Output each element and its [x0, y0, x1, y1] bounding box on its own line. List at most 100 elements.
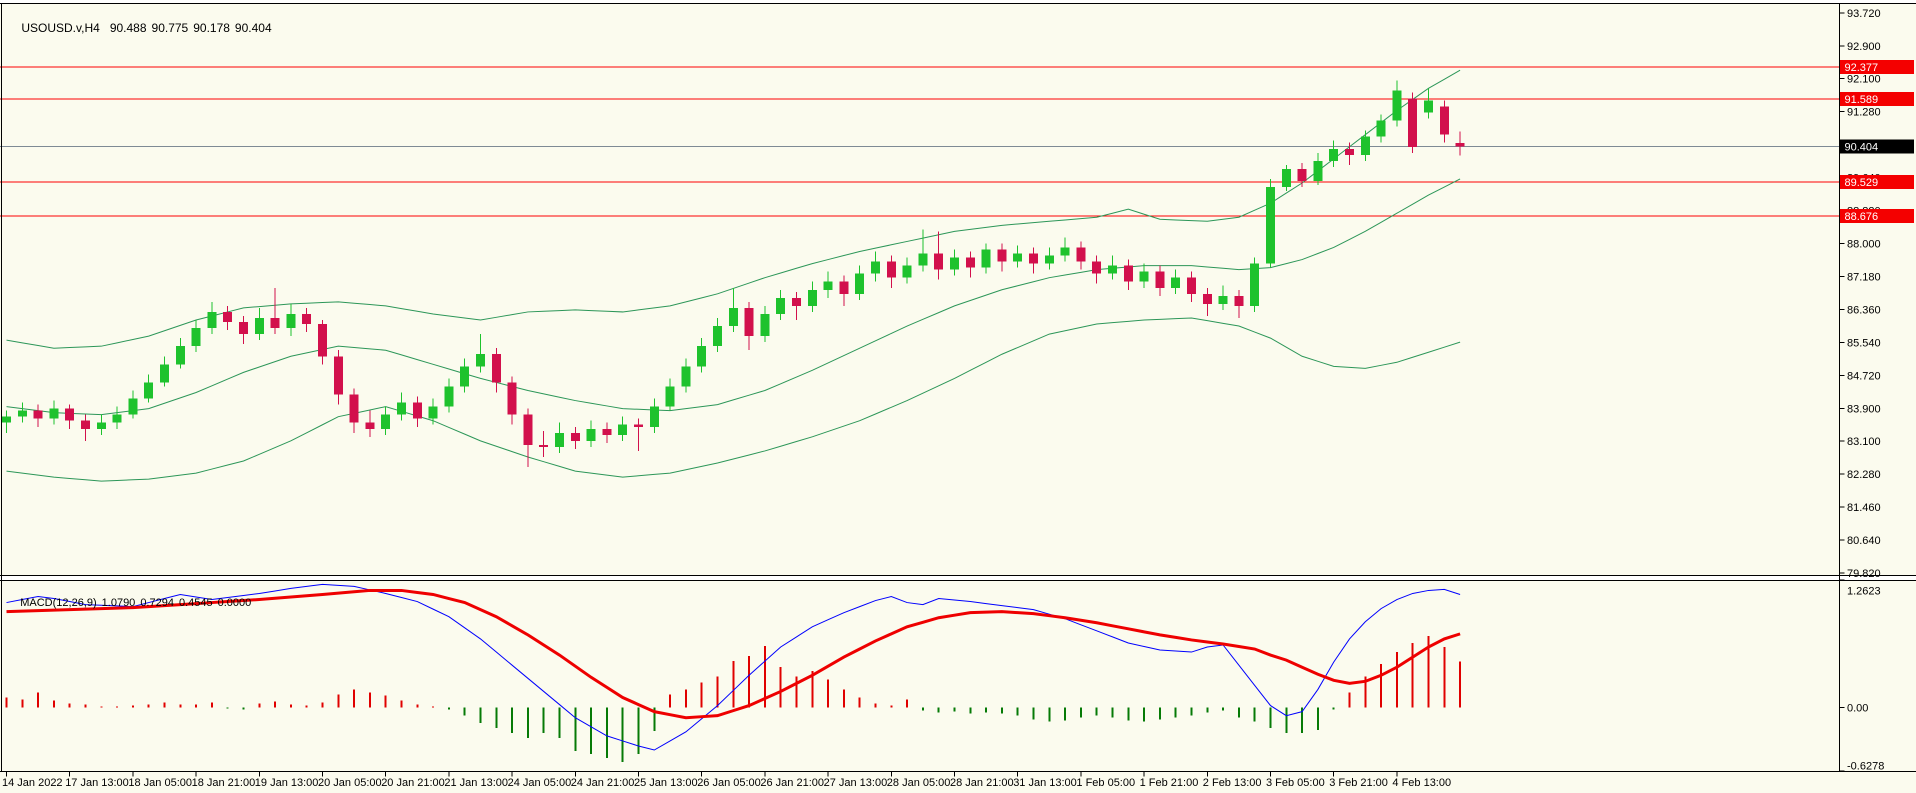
- time-axis-label: 24 Jan 21:00: [571, 777, 635, 789]
- candle-body: [254, 317, 264, 335]
- chart-title: USOUSD.v,H4 90.488 90.775 90.178 90.404: [8, 7, 277, 49]
- candle-body: [1044, 255, 1054, 264]
- price-axis-label: 92.100: [1847, 73, 1881, 85]
- price-axis-label: 86.360: [1847, 305, 1881, 317]
- candle-body: [539, 444, 549, 447]
- candle-body: [713, 326, 722, 347]
- candle-body: [570, 432, 580, 441]
- macd-value: 1.0790: [101, 597, 136, 609]
- candle-body: [65, 408, 75, 421]
- macd-axis-label: 0.00: [1847, 703, 1868, 715]
- time-axis-label: 21 Jan 13:00: [444, 777, 508, 789]
- candle-body: [207, 311, 217, 329]
- candle-body: [1060, 247, 1070, 256]
- candle-body: [1092, 261, 1102, 274]
- candle-body: [618, 424, 628, 435]
- time-axis-label: 24 Jan 05:00: [508, 777, 572, 789]
- candle-body: [160, 364, 169, 383]
- price-axis-label: 83.100: [1847, 436, 1881, 448]
- time-axis-label: 17 Jan 13:00: [65, 777, 129, 789]
- candle-body: [397, 402, 406, 415]
- candle-body: [1218, 295, 1228, 304]
- candle-body: [523, 414, 533, 445]
- candle-body: [934, 253, 944, 270]
- candle-body: [1202, 293, 1212, 304]
- hline-price-tag: [1840, 91, 1914, 106]
- price-axis[interactable]: [1840, 4, 1916, 772]
- pane-splitter[interactable]: [0, 575, 1916, 581]
- candle-body: [175, 346, 185, 365]
- candle-body: [1329, 148, 1339, 161]
- candle-body: [681, 366, 691, 387]
- macd-signal-line: [6, 588, 1461, 720]
- time-axis[interactable]: [0, 772, 1916, 793]
- price-axis-label: 79.820: [1847, 568, 1881, 580]
- candle-body: [555, 432, 564, 447]
- macd-pane[interactable]: [0, 581, 1840, 772]
- candle-body: [144, 382, 154, 399]
- time-axis-label: 3 Feb 21:00: [1329, 777, 1388, 789]
- hline-price-tag-label: 89.529: [1845, 177, 1879, 189]
- candle-body: [1455, 143, 1465, 147]
- time-axis-label: 19 Jan 13:00: [255, 777, 319, 789]
- time-axis-label: 1 Feb 05:00: [1076, 777, 1135, 789]
- candle-body: [792, 297, 801, 306]
- macd-zero-value: 0.0000: [217, 597, 252, 609]
- bollinger-lower-band: [6, 317, 1461, 482]
- time-axis-label: 25 Jan 13:00: [634, 777, 698, 789]
- candle-body: [776, 297, 786, 314]
- time-axis-label: 27 Jan 13:00: [824, 777, 888, 789]
- time-axis-label: 20 Jan 21:00: [381, 777, 445, 789]
- candle-body: [1392, 90, 1402, 121]
- candle-body: [855, 273, 865, 294]
- macd-header: MACD(12,26,9) 1.0790 0.7294 0.4545 0.0000: [8, 585, 256, 621]
- price-axis-label: 87.180: [1847, 271, 1881, 283]
- candle-body: [649, 406, 659, 427]
- candle-body: [17, 410, 27, 417]
- macd-line: [6, 583, 1461, 751]
- time-axis-label: 14 Jan 2022: [2, 777, 63, 789]
- candle-body: [2, 416, 11, 423]
- ohlc-open: 90.488: [109, 21, 147, 35]
- candle-body: [1424, 100, 1433, 113]
- price-axis-label: 80.640: [1847, 535, 1881, 547]
- hline-price-tag-label: 88.676: [1845, 211, 1879, 223]
- candle-body: [807, 289, 817, 306]
- candle-body: [460, 366, 470, 387]
- main-chart-pane[interactable]: [0, 4, 1840, 576]
- hline-price-tag-label: 92.377: [1845, 62, 1879, 74]
- candle-body: [1439, 106, 1449, 135]
- candle-body: [381, 414, 391, 429]
- candle-body: [365, 422, 375, 429]
- hline-price-tag: [1840, 209, 1914, 224]
- candle-body: [1360, 136, 1370, 155]
- candle-body: [428, 406, 438, 419]
- candle-body: [507, 382, 517, 415]
- price-axis-label: 84.720: [1847, 371, 1881, 383]
- candle-body: [871, 261, 880, 274]
- candle-body: [444, 386, 454, 407]
- candle-body: [634, 424, 643, 427]
- candle-body: [997, 249, 1007, 262]
- time-axis-label: 26 Jan 05:00: [697, 777, 761, 789]
- time-axis-label: 3 Feb 05:00: [1266, 777, 1325, 789]
- candle-body: [1108, 265, 1117, 274]
- ohlc-close: 90.404: [234, 21, 272, 35]
- candle-body: [112, 414, 122, 423]
- price-axis-label: 85.540: [1847, 338, 1881, 350]
- candle-body: [1281, 168, 1291, 188]
- macd-axis-label: 1.2623: [1847, 586, 1881, 598]
- candle-body: [1139, 271, 1149, 282]
- time-axis-label: 4 Feb 13:00: [1392, 777, 1451, 789]
- candle-body: [1297, 168, 1307, 182]
- time-axis-label: 31 Jan 13:00: [1013, 777, 1077, 789]
- macd-axis-label: -0.6278: [1847, 761, 1884, 773]
- candle-body: [270, 317, 280, 329]
- candle-body: [302, 313, 312, 325]
- time-axis-label: 18 Jan 05:00: [128, 777, 192, 789]
- candle-body: [1013, 253, 1023, 262]
- price-axis-label: 92.900: [1847, 41, 1881, 53]
- ohlc-high: 90.775: [151, 21, 189, 35]
